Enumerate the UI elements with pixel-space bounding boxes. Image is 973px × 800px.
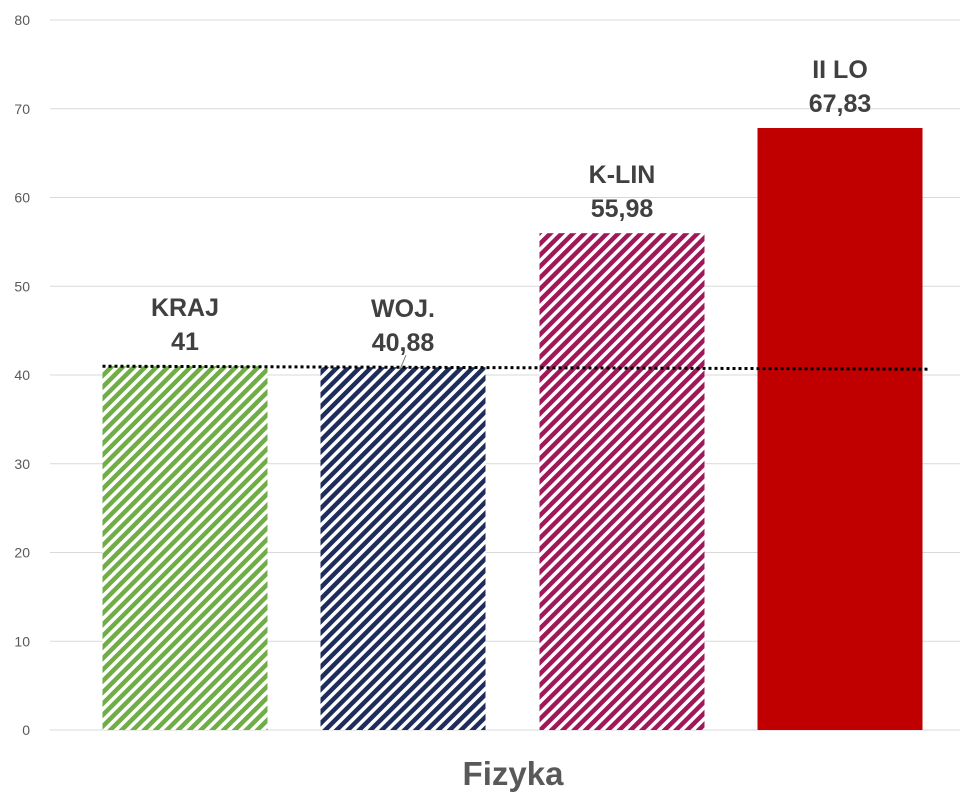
bars	[102, 128, 923, 731]
data-labels: KRAJ 41 WOJ. 40,88 K-LIN 55,98 II LO 67,83	[151, 56, 872, 370]
bar-value-label: 40,88	[372, 329, 435, 357]
bar-woj	[320, 367, 486, 730]
bar-category-label: II LO	[812, 56, 868, 84]
y-tick-label: 30	[14, 456, 30, 472]
y-tick-label: 70	[14, 101, 30, 117]
y-tick-label: 80	[14, 12, 30, 28]
bar-value-label: 55,98	[591, 195, 654, 223]
x-axis-label: Fizyka	[463, 755, 565, 792]
bar-value-label: 41	[171, 328, 199, 356]
y-tick-label: 10	[14, 633, 30, 649]
y-tick-label: 50	[14, 278, 30, 294]
bar-category-label: K-LIN	[589, 161, 656, 189]
bar-value-label: 67,83	[809, 90, 872, 118]
bar-k-lin	[539, 233, 705, 731]
bar-kraj	[102, 366, 268, 730]
y-tick-label: 40	[14, 367, 30, 383]
bar-ii-lo	[757, 128, 923, 731]
y-axis-ticks: 0 10 20 30 40 50 60 70 80	[14, 12, 30, 738]
y-tick-label: 60	[14, 190, 30, 206]
label-leader-line	[399, 354, 407, 370]
bar-category-label: WOJ.	[371, 295, 435, 323]
y-tick-label: 0	[22, 722, 30, 738]
bar-category-label: KRAJ	[151, 294, 219, 322]
y-tick-label: 20	[14, 545, 30, 561]
